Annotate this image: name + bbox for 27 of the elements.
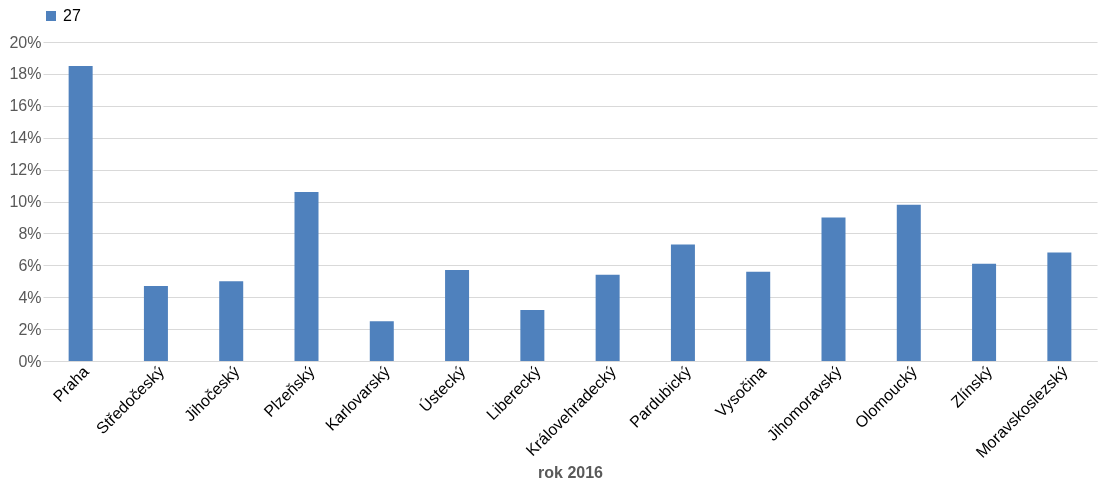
y-tick-label: 16% <box>9 97 42 115</box>
x-axis-title: rok 2016 <box>538 463 604 481</box>
bar <box>68 65 93 361</box>
y-tick-label: 4% <box>18 288 42 306</box>
y-tick-label: 18% <box>9 65 42 83</box>
y-tick-label: 6% <box>18 256 42 274</box>
bar <box>821 217 846 361</box>
bar <box>369 321 394 361</box>
bar <box>595 274 620 361</box>
bar <box>143 286 168 361</box>
y-tick-label: 20% <box>9 33 42 51</box>
y-tick-label: 14% <box>9 129 42 147</box>
bar <box>896 204 921 361</box>
bar <box>972 263 997 361</box>
legend-label: 27 <box>63 7 81 24</box>
bar <box>670 244 695 361</box>
bar <box>294 191 319 361</box>
bar <box>1047 252 1072 361</box>
y-tick-label: 10% <box>9 193 42 210</box>
bar <box>746 271 771 361</box>
y-tick-label: 8% <box>18 224 42 242</box>
y-tick-label: 2% <box>18 320 42 338</box>
y-tick-label: 0% <box>18 352 42 370</box>
bar <box>520 309 545 361</box>
bar <box>445 270 470 361</box>
y-tick-label: 12% <box>9 161 42 179</box>
bar <box>219 281 244 361</box>
